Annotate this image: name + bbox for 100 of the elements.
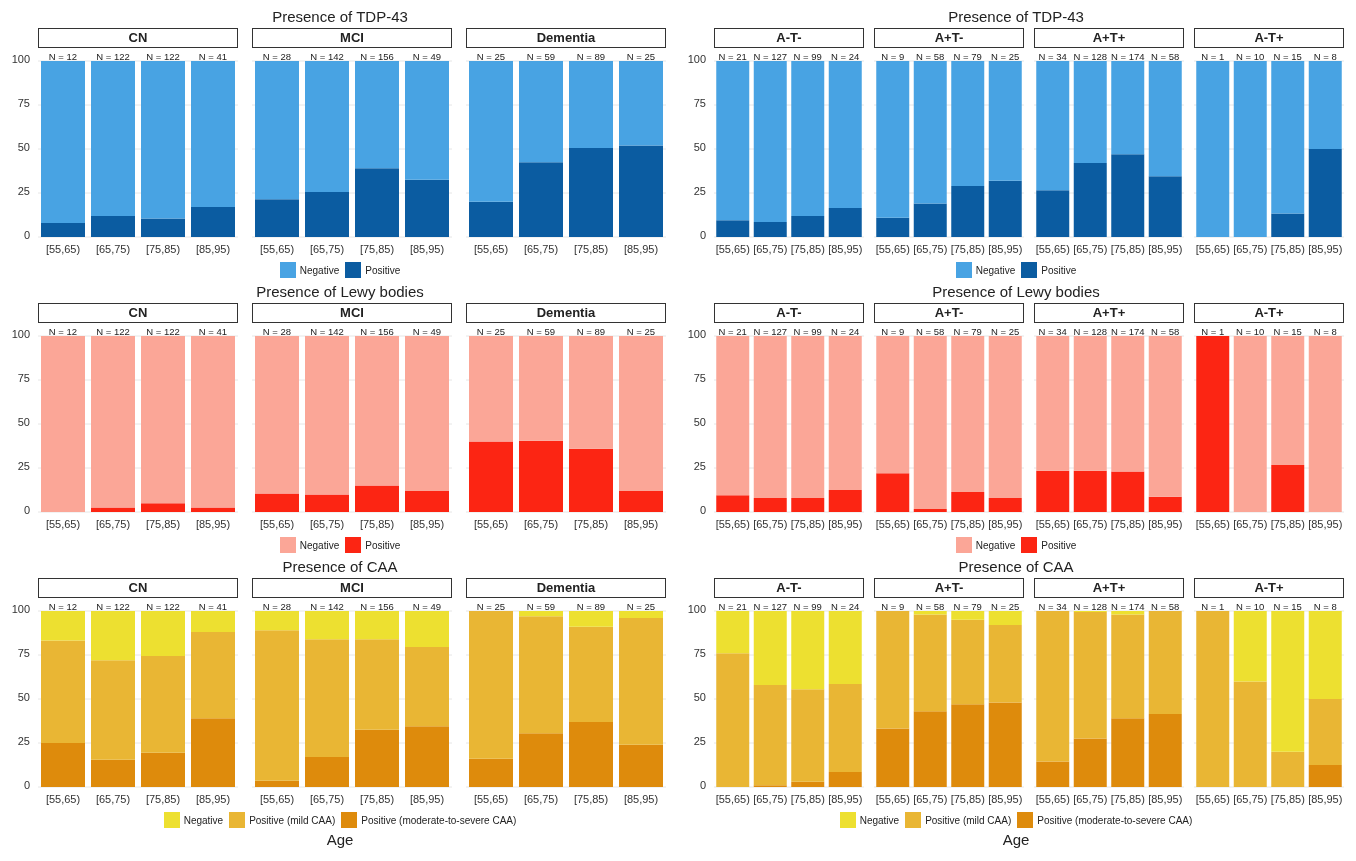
x-tick-label: [55,65) <box>259 242 295 255</box>
x-tick-label: [75,85) <box>573 242 609 255</box>
annotation: N = 58 <box>1151 326 1180 337</box>
x-tick-label: [55,65) <box>473 242 509 255</box>
annotation: N = 89 <box>576 51 606 62</box>
annotation: N = 89 <box>576 326 606 337</box>
annotation: N = 10 <box>1236 601 1265 612</box>
annotation: N = 15 <box>1273 51 1302 62</box>
annotation: N = 142 <box>310 51 344 62</box>
y-tick-label: 50 <box>693 690 706 703</box>
annotation: N = 79 <box>953 601 982 612</box>
annotation: N = 12 <box>48 51 78 62</box>
x-tick-label: [55,65) <box>1195 792 1230 805</box>
y-tick-label: 75 <box>693 96 706 109</box>
y-tick-label: 25 <box>693 459 706 472</box>
annotation: N = 28 <box>262 326 292 337</box>
x-tick-label: [65,75) <box>913 242 948 255</box>
annotation: N = 122 <box>96 601 130 612</box>
x-tick-label: [65,75) <box>309 242 345 255</box>
annotation: N = 127 <box>753 326 788 337</box>
text: CN <box>38 28 238 48</box>
x-tick-label: [65,75) <box>753 792 788 805</box>
x-tick-label: [85,95) <box>1308 242 1343 255</box>
annotation: N = 12 <box>48 326 78 337</box>
y-tick-label: 25 <box>693 184 706 197</box>
x-tick-label: [65,75) <box>1073 517 1108 530</box>
annotation: N = 15 <box>1273 601 1302 612</box>
x-tick-label: [85,95) <box>623 242 659 255</box>
text: A-T- <box>714 303 864 323</box>
y-tick-label: 75 <box>693 371 706 384</box>
annotation: N = 122 <box>96 326 130 337</box>
annotation: N = 41 <box>198 51 228 62</box>
annotation: N = 25 <box>476 326 506 337</box>
x-tick-label: [75,85) <box>950 792 985 805</box>
x-tick-label: [85,95) <box>195 517 231 530</box>
x-tick-label: [85,95) <box>1148 792 1183 805</box>
y-tick-label: 100 <box>11 602 30 615</box>
x-tick-label: [55,65) <box>715 792 750 805</box>
text: CN <box>38 578 238 598</box>
x-tick-label: [65,75) <box>1233 242 1268 255</box>
annotation: N = 41 <box>198 601 228 612</box>
y-tick-label: 50 <box>17 415 30 428</box>
legend-label: Negative <box>299 264 340 276</box>
text: MCI <box>252 303 452 323</box>
annotation: N = 8 <box>1313 51 1337 62</box>
y-tick-label: 100 <box>687 52 706 65</box>
annotation: N = 9 <box>881 326 905 337</box>
annotation: N = 122 <box>146 601 180 612</box>
x-tick-label: [55,65) <box>473 517 509 530</box>
x-tick-label: [55,65) <box>45 792 81 805</box>
annotation: N = 79 <box>953 51 982 62</box>
x-tick-label: [65,75) <box>913 517 948 530</box>
x-tick-label: [65,75) <box>309 792 345 805</box>
text: Dementia <box>466 578 666 598</box>
chart-title: Presence of Lewy bodies <box>931 283 1101 302</box>
text: A+T+ <box>1034 303 1184 323</box>
text: MCI <box>252 578 452 598</box>
x-tick-label: [65,75) <box>95 792 131 805</box>
y-tick-label: 75 <box>693 646 706 659</box>
chart-title: Presence of Lewy bodies <box>255 283 425 302</box>
x-tick-label: [55,65) <box>45 242 81 255</box>
x-tick-label: [55,65) <box>45 517 81 530</box>
y-tick-label: 50 <box>17 140 30 153</box>
y-tick-label: 100 <box>11 52 30 65</box>
annotation: N = 128 <box>1073 601 1108 612</box>
annotation: N = 122 <box>146 326 180 337</box>
x-tick-label: [55,65) <box>875 242 910 255</box>
annotation: N = 25 <box>626 51 656 62</box>
annotation: N = 122 <box>96 51 130 62</box>
text: A+T+ <box>1034 28 1184 48</box>
x-tick-label: [85,95) <box>409 792 445 805</box>
x-tick-label: [65,75) <box>913 792 948 805</box>
x-tick-label: [85,95) <box>1308 792 1343 805</box>
annotation: N = 89 <box>576 601 606 612</box>
text: A-T- <box>714 28 864 48</box>
legend-label: Positive <box>1041 264 1077 276</box>
annotation: N = 25 <box>476 601 506 612</box>
annotation: N = 122 <box>146 51 180 62</box>
y-tick-label: 100 <box>687 327 706 340</box>
annotation: N = 21 <box>718 51 747 62</box>
legend-label: Negative <box>183 814 224 826</box>
x-axis-title: Age <box>325 831 355 848</box>
annotation: N = 24 <box>831 51 860 62</box>
annotation: N = 1 <box>1201 326 1225 337</box>
annotation: N = 79 <box>953 326 982 337</box>
legend-label: Negative <box>975 264 1016 276</box>
x-tick-label: [85,95) <box>623 517 659 530</box>
x-tick-label: [55,65) <box>715 242 750 255</box>
annotation: N = 127 <box>753 601 788 612</box>
annotation: N = 58 <box>916 326 945 337</box>
annotation: N = 25 <box>626 601 656 612</box>
x-tick-label: [55,65) <box>1035 792 1070 805</box>
annotation: N = 1 <box>1201 51 1225 62</box>
annotation: N = 34 <box>1038 51 1067 62</box>
chart-title: Presence of CAA <box>957 558 1075 577</box>
x-tick-label: [55,65) <box>1195 242 1230 255</box>
annotation: N = 142 <box>310 601 344 612</box>
annotation: N = 99 <box>793 51 822 62</box>
x-tick-label: [55,65) <box>875 792 910 805</box>
legend-label: Positive (moderate-to-severe CAA) <box>1037 814 1193 826</box>
